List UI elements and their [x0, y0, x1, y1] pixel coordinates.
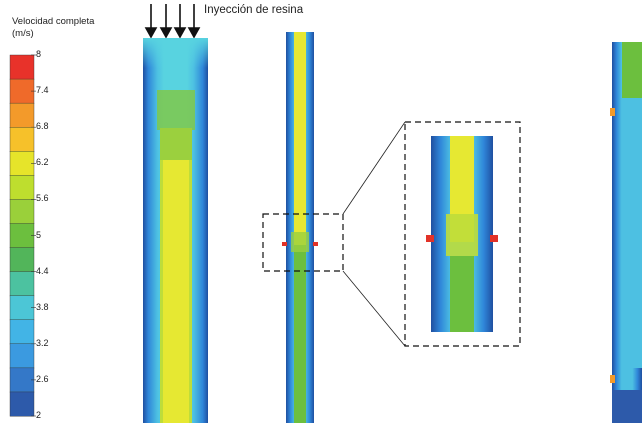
- legend-swatch: [9, 54, 35, 80]
- legend-swatch: [9, 247, 35, 273]
- legend-tick-label: 6.2: [36, 157, 49, 168]
- legend-swatch: [9, 271, 35, 297]
- zoom-inset: [404, 121, 521, 347]
- legend-tick-label: 7.4: [36, 85, 49, 96]
- injection-label: Inyección de resina: [204, 4, 304, 16]
- channel-right: [610, 42, 642, 423]
- legend-tick-label: 5: [36, 229, 42, 240]
- legend-swatch: [9, 367, 35, 393]
- legend-swatch: [9, 102, 35, 128]
- legend-color-bar: [9, 54, 36, 417]
- injection-arrows: [144, 4, 201, 39]
- legend-tick-label: 2.6: [36, 373, 49, 384]
- legend-tick-label: 3.2: [36, 337, 49, 348]
- legend-swatch: [9, 78, 35, 104]
- legend-tick-label: 6.8: [36, 121, 49, 132]
- legend-swatch: [9, 391, 35, 417]
- zoom-connectors: [342, 121, 406, 347]
- legend-swatch: [9, 319, 35, 345]
- legend-swatch: [9, 295, 35, 321]
- legend-swatch: [9, 151, 35, 176]
- legend-tick-label: 2: [36, 410, 42, 420]
- legend-swatch: [9, 223, 35, 249]
- channel-narrow: [262, 32, 344, 423]
- legend-title: Velocidad completa (m/s): [12, 16, 95, 39]
- legend-tick-label: 5.6: [36, 193, 49, 204]
- legend-swatch: [9, 199, 35, 224]
- legend-swatch: [9, 343, 35, 369]
- legend-tick-label: 8: [36, 49, 42, 59]
- legend-swatch: [9, 126, 35, 152]
- legend-tick-label: 3.8: [36, 301, 49, 312]
- legend-tick-label: 4.4: [36, 265, 49, 276]
- legend-swatch: [9, 175, 35, 200]
- channel-wide: [143, 38, 208, 423]
